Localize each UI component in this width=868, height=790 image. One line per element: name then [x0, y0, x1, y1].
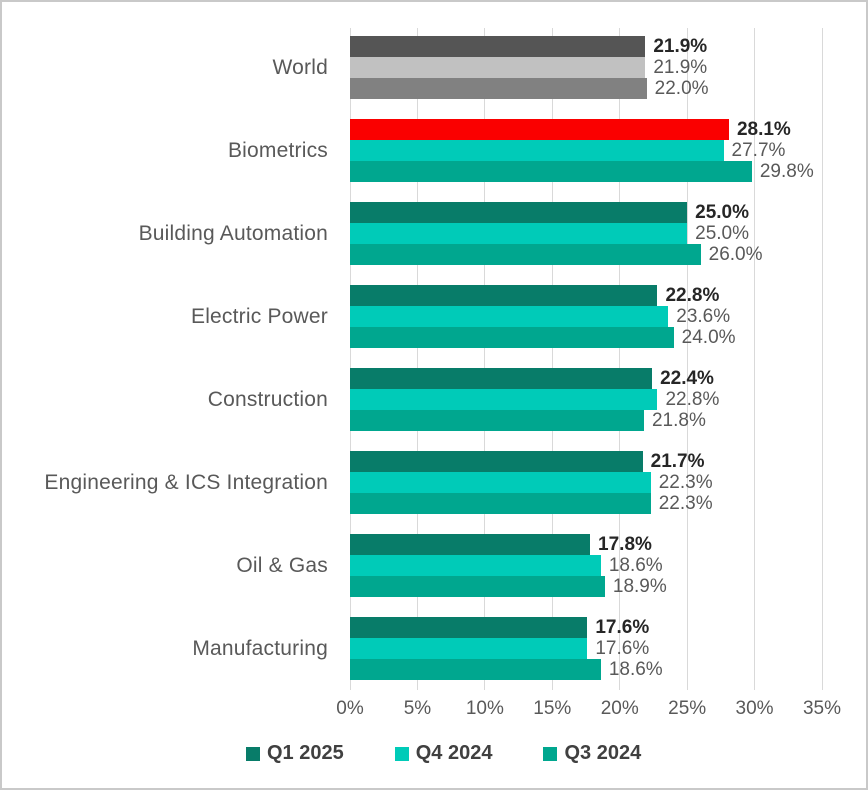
bar-group: Biometrics 28.1% 27.7% 29.8%: [2, 109, 828, 192]
gridline-10%: [484, 28, 486, 690]
bar-group: Engineering & ICS Integration 21.7% 22.3% 2…: [2, 441, 828, 524]
bar-q1-2025: [350, 202, 688, 223]
bar-value-label: 23.6%: [676, 306, 731, 327]
category-label: Building Automation: [138, 221, 328, 245]
bar-value-label: 25.0%: [695, 202, 750, 223]
x-axis-tick: 30%: [735, 698, 774, 719]
bar-value-label: 18.6%: [608, 555, 663, 576]
bar-value-label: 22.8%: [665, 285, 720, 306]
bar-q3-2024: [350, 493, 651, 514]
bar-q1-2025: [350, 119, 729, 140]
bar-q4-2024: [350, 223, 688, 244]
bar-q1-2025: [350, 368, 653, 389]
x-axis-tick: 15%: [533, 698, 572, 719]
legend-swatch-icon: [543, 746, 558, 761]
category-label: World: [272, 55, 328, 79]
legend: Q1 2025 Q4 2024 Q3 2024: [246, 742, 641, 765]
gridline-0%: [349, 28, 351, 690]
gridline-35%: [821, 28, 823, 690]
legend-item-q1-2025: Q1 2025: [246, 742, 344, 765]
bar-value-label: 18.9%: [612, 576, 667, 597]
gridline-20%: [619, 28, 621, 690]
bar-q3-2024: [350, 659, 601, 680]
x-axis-tick: 35%: [802, 698, 842, 719]
legend-label: Q4 2024: [415, 742, 493, 764]
bar-value-label: 27.7%: [731, 140, 786, 161]
bar-q3-2024: [350, 161, 752, 182]
gridline-15%: [551, 28, 553, 690]
bar-value-label: 21.9%: [653, 57, 708, 78]
x-axis-tick: 10%: [465, 698, 504, 719]
bar-q4-2024: [350, 140, 724, 161]
bar-q1-2025: [350, 285, 658, 306]
category-label: Construction: [207, 387, 328, 411]
legend-item-q4-2024: Q4 2024: [394, 742, 493, 765]
bar-q4-2024: [350, 555, 601, 576]
bar-value-label: 22.3%: [658, 472, 713, 493]
bar-q3-2024: [350, 410, 644, 431]
bar-value-label: 22.8%: [665, 389, 720, 410]
bar-q4-2024: [350, 57, 646, 78]
gridline-5%: [416, 28, 418, 690]
bar-q4-2024: [350, 638, 588, 659]
bar-value-label: 21.9%: [653, 36, 708, 57]
bar-value-label: 18.6%: [608, 659, 663, 680]
legend-item-q3-2024: Q3 2024: [543, 742, 641, 765]
bar-q1-2025: [350, 534, 591, 555]
bar-groups: World 21.9% 21.9% 22.0% Biometrics 28.1% 27.7%…: [2, 26, 828, 690]
bar-q4-2024: [350, 389, 658, 410]
bar-group: Electric Power 22.8% 23.6% 24.0%: [2, 275, 828, 358]
legend-label: Q3 2024: [564, 742, 642, 764]
plot-gridlines: [349, 28, 823, 690]
bar-group: Building Automation 25.0% 25.0% 26.0%: [2, 192, 828, 275]
gridline-25%: [686, 28, 688, 690]
legend-swatch-icon: [394, 746, 409, 761]
bar-value-label: 29.8%: [759, 161, 814, 182]
bar-value-label: 26.0%: [708, 244, 763, 265]
x-axis-tick: 5%: [403, 698, 432, 719]
bar-value-label: 21.7%: [650, 451, 705, 472]
bar-group: Oil & Gas 17.8% 18.6% 18.9%: [2, 524, 828, 607]
bar-q3-2024: [350, 576, 605, 597]
bar-value-label: 25.0%: [695, 223, 750, 244]
bar-q1-2025: [350, 36, 646, 57]
bar-group: Construction 22.4% 22.8% 21.8%: [2, 358, 828, 441]
bar-group: Manufacturing 17.6% 17.6% 18.6%: [2, 607, 828, 690]
category-label: Biometrics: [227, 138, 328, 162]
bar-value-label: 21.8%: [651, 410, 706, 431]
category-label: Electric Power: [190, 304, 328, 328]
category-label: Engineering & ICS Integration: [44, 470, 328, 494]
legend-swatch-icon: [246, 746, 260, 761]
bar-q3-2024: [350, 244, 701, 265]
bar-q1-2025: [350, 617, 588, 638]
bar-value-label: 24.0%: [681, 327, 736, 348]
bar-value-label: 22.4%: [660, 368, 714, 389]
bar-value-label: 22.0%: [654, 78, 709, 99]
bar-q4-2024: [350, 472, 651, 493]
bar-q1-2025: [350, 451, 643, 472]
x-axis-tick: 25%: [668, 698, 707, 719]
bar-group: World 21.9% 21.9% 22.0%: [2, 26, 828, 109]
bar-value-label: 28.1%: [736, 119, 791, 140]
bar-q3-2024: [350, 327, 674, 348]
legend-label: Q1 2025: [267, 742, 344, 764]
category-label: Manufacturing: [192, 636, 328, 660]
gridline-30%: [754, 28, 756, 690]
bar-value-label: 17.6%: [595, 617, 650, 638]
bar-q3-2024: [350, 78, 647, 99]
x-axis: 0% 5% 10% 15% 20% 25% 30% 35%: [336, 698, 841, 720]
bar-value-label: 17.8%: [598, 534, 652, 555]
bar-value-label: 17.6%: [595, 638, 650, 659]
category-label: Oil & Gas: [236, 553, 328, 577]
bar-q4-2024: [350, 306, 669, 327]
x-axis-tick: 20%: [600, 698, 639, 719]
bar-value-label: 22.3%: [658, 493, 713, 514]
x-axis-tick: 0%: [336, 698, 364, 719]
